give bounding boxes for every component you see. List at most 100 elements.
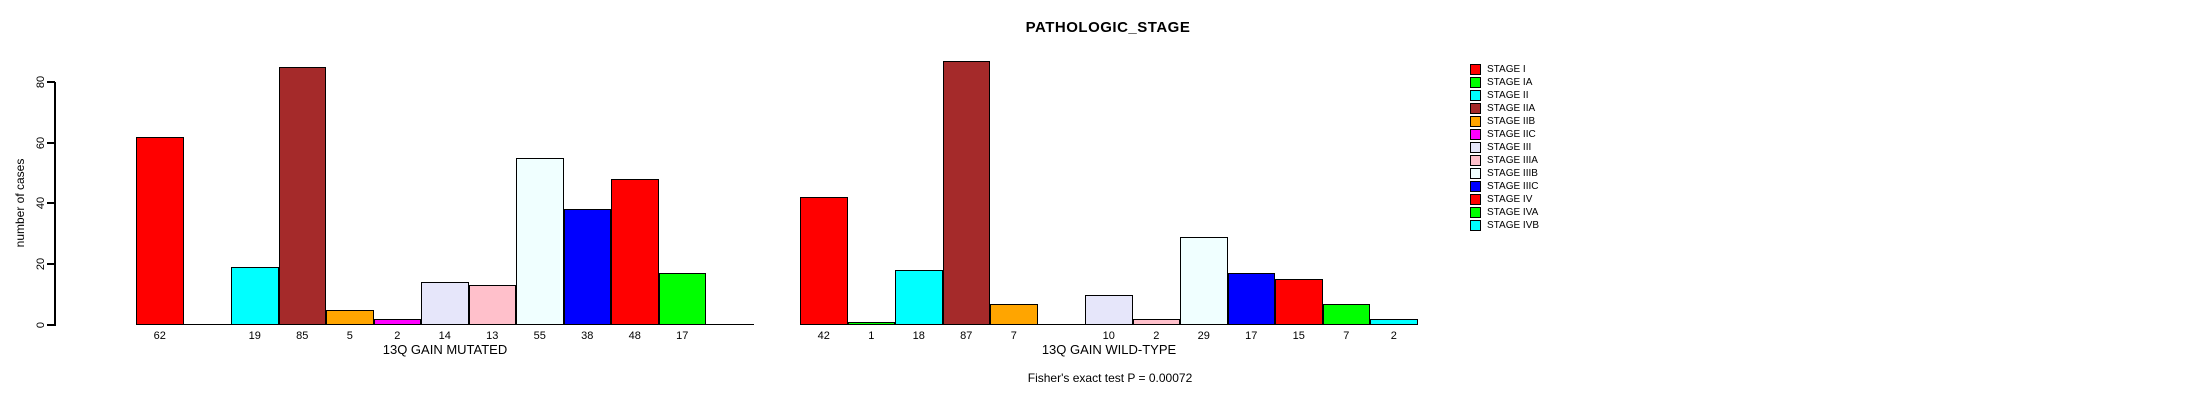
legend-swatch-stage-iv (1470, 194, 1481, 205)
legend-item-stage-iic: STAGE IIC (1470, 128, 1539, 141)
bar-value-stage-iiic-wild-type: 17 (1245, 330, 1258, 342)
bar-stage-i-wild-type (800, 197, 848, 325)
legend-item-stage-iiib: STAGE IIIB (1470, 167, 1539, 180)
y-tick-label-40: 40 (35, 197, 47, 210)
legend-label: STAGE IVB (1487, 220, 1540, 231)
bar-stage-ia-wild-type (847, 322, 895, 325)
legend-item-stage-iiia: STAGE IIIA (1470, 154, 1539, 167)
legend-item-stage-iv: STAGE IV (1470, 193, 1539, 206)
legend-label: STAGE IIIC (1487, 181, 1539, 192)
legend-swatch-stage-iic (1470, 129, 1481, 140)
legend-label: STAGE IIC (1487, 129, 1536, 140)
legend-swatch-stage-i (1470, 64, 1481, 75)
bar-value-stage-iib-wild-type: 7 (1010, 330, 1017, 342)
legend: STAGE I STAGE IA STAGE II STAGE IIA STAGE II… (1470, 63, 1539, 232)
zero-bar-stage-ivb-mutated (706, 324, 754, 325)
legend-label: STAGE IV (1487, 194, 1533, 205)
legend-swatch-stage-iiib (1470, 168, 1481, 179)
legend-item-stage-ia: STAGE IA (1470, 76, 1539, 89)
legend-label: STAGE IIIB (1487, 168, 1538, 179)
zero-bar-stage-ia-mutated (183, 324, 231, 325)
bar-stage-iib-wild-type (990, 304, 1038, 325)
y-tick-20 (47, 263, 55, 266)
legend-label: STAGE I (1487, 64, 1526, 75)
bar-stage-iib-mutated (326, 310, 374, 325)
bar-stage-iv-wild-type (1275, 279, 1323, 325)
y-tick-label-60: 60 (35, 136, 47, 149)
legend-item-stage-iiic: STAGE IIIC (1470, 180, 1539, 193)
legend-label: STAGE IIB (1487, 116, 1536, 127)
bar-value-stage-iiib-mutated: 55 (533, 330, 546, 342)
chart-title: PATHOLOGIC_STAGE (1025, 19, 1191, 36)
bar-value-stage-iiia-mutated: 13 (486, 330, 499, 342)
legend-swatch-stage-ii (1470, 90, 1481, 101)
legend-swatch-stage-iiic (1470, 181, 1481, 192)
bar-stage-iiic-mutated (563, 209, 611, 325)
bar-value-stage-iia-mutated: 85 (296, 330, 309, 342)
bar-value-stage-i-mutated: 62 (153, 330, 166, 342)
fisher-test-annotation: Fisher's exact test P = 0.00072 (1027, 371, 1193, 385)
legend-swatch-stage-iva (1470, 207, 1481, 218)
y-tick-0 (47, 324, 55, 326)
bar-stage-iiib-mutated (516, 158, 564, 325)
legend-label: STAGE II (1487, 90, 1529, 101)
bar-value-stage-ivb-wild-type: 2 (1390, 330, 1397, 342)
bar-value-stage-iv-wild-type: 15 (1292, 330, 1305, 342)
y-tick-label-80: 80 (35, 75, 47, 88)
bar-stage-ii-wild-type (895, 270, 943, 325)
legend-item-stage-ii: STAGE II (1470, 89, 1539, 102)
legend-swatch-stage-iii (1470, 142, 1481, 153)
legend-item-stage-iia: STAGE IIA (1470, 102, 1539, 115)
legend-swatch-stage-iib (1470, 116, 1481, 127)
bar-stage-iiic-wild-type (1227, 273, 1275, 325)
bar-value-stage-iii-mutated: 14 (438, 330, 451, 342)
y-tick-label-0: 0 (35, 321, 47, 329)
bar-value-stage-iia-wild-type: 87 (960, 330, 973, 342)
legend-label: STAGE IA (1487, 77, 1533, 88)
bar-stage-ii-mutated (231, 267, 279, 325)
bar-stage-iv-mutated (611, 179, 659, 325)
legend-label: STAGE IIIA (1487, 155, 1538, 166)
legend-label: STAGE IVA (1487, 207, 1539, 218)
bar-stage-iva-wild-type (1322, 304, 1370, 325)
bar-stage-iiia-wild-type (1132, 319, 1180, 325)
bar-stage-iiia-mutated (468, 285, 516, 325)
y-tick-label-20: 20 (35, 258, 47, 271)
bar-value-stage-iib-mutated: 5 (346, 330, 353, 342)
x-axis-label-mutated: 13Q GAIN MUTATED (382, 342, 508, 357)
bar-value-stage-iv-mutated: 48 (628, 330, 641, 342)
bar-stage-ivb-wild-type (1370, 319, 1418, 325)
bar-value-stage-ia-wild-type: 1 (868, 330, 875, 342)
legend-item-stage-i: STAGE I (1470, 63, 1539, 76)
y-tick-80 (47, 80, 55, 83)
bar-value-stage-iva-mutated: 17 (676, 330, 689, 342)
bar-stage-iia-mutated (278, 67, 326, 325)
legend-swatch-stage-ia (1470, 77, 1481, 88)
bar-value-stage-iic-mutated: 2 (394, 330, 401, 342)
legend-item-stage-iii: STAGE III (1470, 141, 1539, 154)
y-tick-60 (47, 141, 55, 144)
zero-bar-stage-iic-wild-type (1037, 324, 1085, 325)
bar-value-stage-iiic-mutated: 38 (581, 330, 594, 342)
bar-stage-iii-mutated (421, 282, 469, 325)
bar-value-stage-iii-wild-type: 10 (1102, 330, 1115, 342)
bar-stage-iva-mutated (658, 273, 706, 325)
bar-value-stage-iiib-wild-type: 29 (1197, 330, 1210, 342)
bar-value-stage-ii-mutated: 19 (248, 330, 261, 342)
bar-stage-iia-wild-type (942, 61, 990, 325)
bar-value-stage-ii-wild-type: 18 (912, 330, 925, 342)
bar-value-stage-iiia-wild-type: 2 (1153, 330, 1160, 342)
legend-swatch-stage-iiia (1470, 155, 1481, 166)
x-axis-label-wild-type: 13Q GAIN WILD-TYPE (1041, 342, 1177, 357)
bar-value-stage-iva-wild-type: 7 (1343, 330, 1350, 342)
legend-label: STAGE IIA (1487, 103, 1536, 114)
y-tick-40 (47, 202, 55, 205)
bar-stage-iic-mutated (373, 319, 421, 325)
legend-label: STAGE III (1487, 142, 1532, 153)
legend-item-stage-ivb: STAGE IVB (1470, 219, 1539, 232)
y-axis-line (54, 82, 56, 326)
legend-item-stage-iva: STAGE IVA (1470, 206, 1539, 219)
bar-stage-iiib-wild-type (1180, 237, 1228, 325)
bar-stage-i-mutated (136, 137, 184, 325)
